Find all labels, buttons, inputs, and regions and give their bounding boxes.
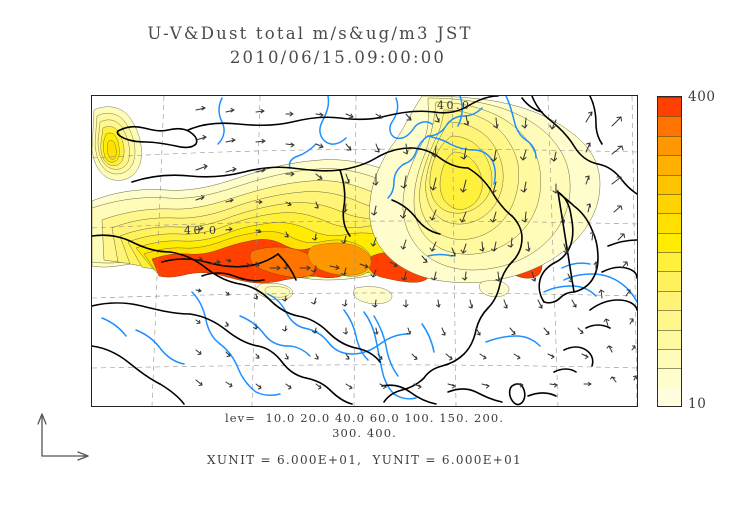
svg-text:40.0: 40.0: [184, 224, 219, 237]
map-plot-area[interactable]: 40.0 40.0: [91, 95, 638, 407]
colorbar-band: [658, 174, 681, 194]
colorbar-band: [658, 116, 681, 136]
page-title: U-V&Dust total m/s&ug/m3 JST: [147, 24, 473, 43]
contour-labels: 40.0 40.0: [184, 99, 472, 237]
svg-text:40.0: 40.0: [437, 99, 472, 112]
colorbar-band: [658, 368, 681, 388]
rivers-layer: [101, 96, 637, 400]
vector-unit-label: XUNIT = 6.000E+01, YUNIT = 6.000E+01: [207, 453, 522, 467]
colorbar-band: [658, 193, 681, 214]
colorbar-min-label: 10: [688, 396, 707, 412]
colorbar-band: [658, 290, 681, 311]
colorbar-band: [658, 310, 681, 330]
map-canvas: 40.0 40.0: [92, 96, 637, 406]
contour-levels-block: lev= 10.0 20.0 40.0 60.0 100. 150. 200. …: [91, 411, 638, 441]
wind-vector-field: [195, 106, 637, 390]
colorbar-band: [658, 348, 681, 369]
colorbar-band: [658, 135, 681, 156]
dust-concentration-colorbar[interactable]: [657, 96, 682, 407]
colorbar-band: [658, 213, 681, 233]
timestamp-label: 2010/06/15.09:00:00: [229, 48, 447, 67]
colorbar-band: [658, 387, 681, 406]
colorbar-band: [658, 329, 681, 349]
dust-concentration-contours: [92, 96, 601, 304]
colorbar-max-label: 400: [688, 89, 716, 105]
colorbar-band: [658, 252, 681, 272]
coastline-layer: [92, 96, 637, 406]
contour-levels-line-2: 300. 400.: [332, 426, 397, 440]
colorbar-band: [658, 97, 681, 117]
colorbar-band: [658, 232, 681, 252]
chart-title-block: U-V&Dust total m/s&ug/m3 JST 2010/06/15.…: [0, 24, 620, 67]
wind-vector-scale: [37, 413, 89, 461]
colorbar-band: [658, 155, 681, 175]
colorbar-band: [658, 271, 681, 291]
contour-levels-line-1: lev= 10.0 20.0 40.0 60.0 100. 150. 200.: [224, 411, 505, 425]
